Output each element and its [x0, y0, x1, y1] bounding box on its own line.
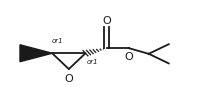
Text: or1: or1	[52, 38, 63, 44]
Text: or1: or1	[87, 58, 98, 64]
Polygon shape	[20, 45, 52, 62]
Text: O: O	[102, 16, 111, 26]
Text: O: O	[64, 73, 73, 83]
Text: O: O	[124, 52, 133, 61]
